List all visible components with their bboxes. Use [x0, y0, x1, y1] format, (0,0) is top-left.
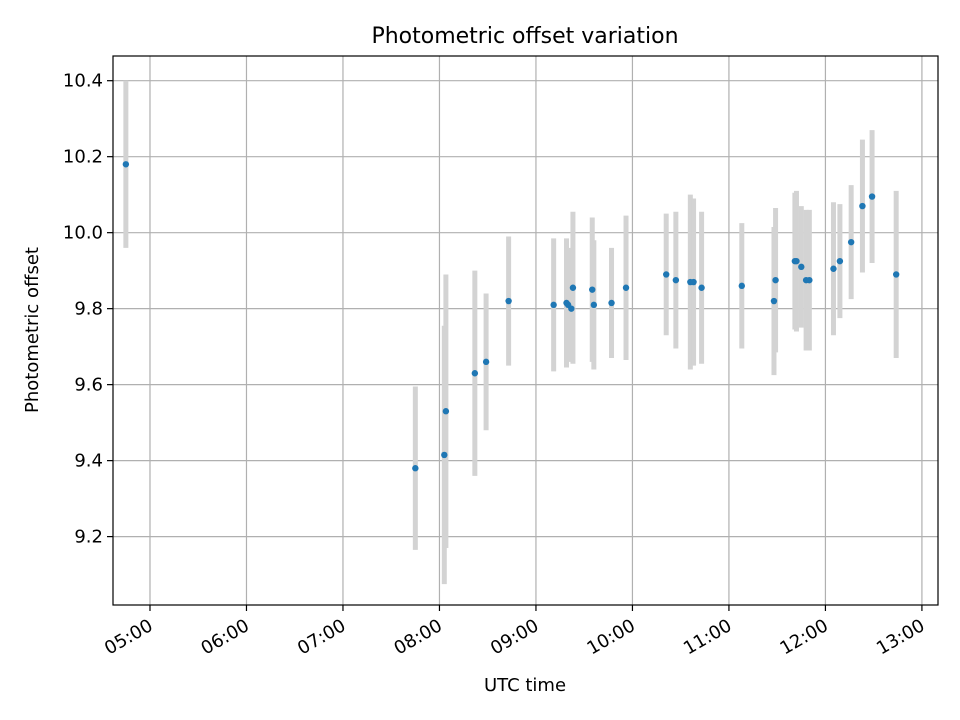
y-tick-label: 9.8	[74, 299, 103, 320]
data-point	[770, 297, 778, 305]
y-axis: 9.2 9.4 9.6 9.8 10.0 10.2 10.4	[63, 71, 113, 548]
plot-frame	[112, 55, 939, 606]
data-markers	[122, 161, 900, 472]
data-point	[622, 284, 630, 291]
data-point	[482, 358, 490, 366]
y-tick-label: 9.4	[74, 451, 103, 472]
data-point	[590, 301, 598, 309]
data-point	[122, 161, 130, 168]
data-point	[471, 370, 479, 377]
y-tick-label: 10.0	[63, 223, 103, 244]
data-point	[568, 305, 575, 312]
y-tick-label: 9.2	[74, 527, 103, 548]
data-point	[798, 263, 805, 271]
y-tick-label: 9.6	[74, 375, 103, 396]
data-point	[589, 286, 596, 293]
data-point	[412, 465, 419, 472]
data-point	[550, 301, 557, 309]
x-axis-label: UTC time	[484, 675, 566, 696]
data-point	[569, 284, 577, 291]
data-point	[505, 297, 512, 305]
chart-title: Photometric offset variation	[371, 24, 678, 49]
y-tick-label: 10.4	[63, 71, 103, 92]
data-point	[836, 257, 844, 265]
data-point	[892, 271, 900, 278]
data-point	[806, 276, 813, 284]
data-point	[847, 238, 855, 246]
data-point	[442, 408, 450, 415]
data-point	[859, 202, 866, 210]
data-point	[772, 276, 779, 284]
data-point	[663, 271, 670, 278]
data-point	[793, 257, 800, 265]
data-point	[868, 193, 876, 200]
y-tick-label: 10.2	[63, 147, 103, 168]
data-point	[608, 299, 615, 307]
data-point	[672, 276, 680, 284]
data-point	[738, 282, 746, 290]
data-point	[698, 284, 705, 291]
data-point	[830, 265, 837, 272]
y-axis-label: Photometric offset	[22, 247, 43, 413]
data-point	[441, 451, 448, 459]
data-point	[690, 278, 697, 286]
